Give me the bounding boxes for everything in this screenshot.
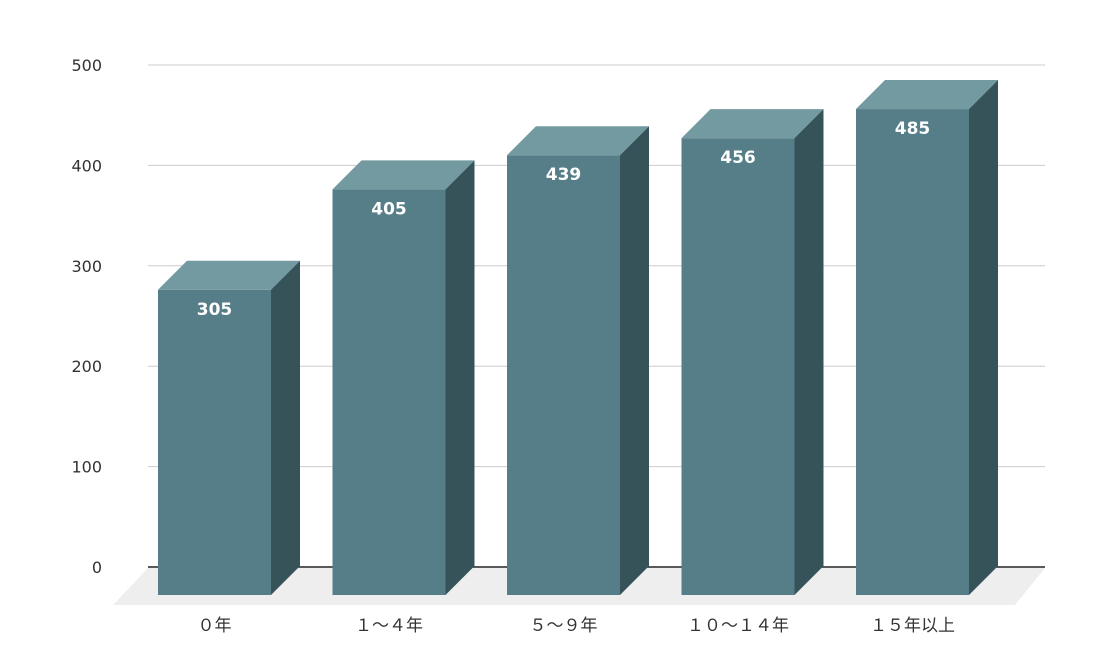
bar-top-face: [856, 80, 998, 110]
bar-front-face: [507, 155, 620, 595]
bar-side-face: [969, 80, 998, 595]
x-tick-label: １５年以上: [870, 616, 955, 636]
bar: 405: [332, 160, 475, 595]
y-tick-label: 0: [92, 558, 102, 577]
bar: 439: [507, 126, 649, 595]
x-axis-labels: ０年 １～４年 ５～９年 １０～１４年 １５年以上: [198, 616, 956, 636]
bar-value-label: 305: [197, 300, 233, 320]
bar-side-face: [445, 160, 475, 595]
bar-side-face: [794, 109, 824, 596]
bar-front-face: [158, 289, 271, 595]
bar-value-label: 405: [371, 199, 407, 219]
x-tick-label: １～４年: [355, 616, 423, 636]
bar: 305: [158, 260, 300, 595]
x-tick-label: ５～９年: [530, 616, 598, 636]
bar-top-face: [681, 109, 824, 139]
bar-side-face: [271, 260, 300, 595]
x-tick-label: １０～１４年: [687, 616, 789, 636]
bar-top-face: [507, 126, 649, 156]
bar: 485: [856, 80, 998, 595]
bar-value-label: 439: [546, 165, 582, 185]
bar-value-label: 485: [895, 119, 931, 139]
y-tick-label: 200: [71, 357, 102, 376]
x-tick-label: ０年: [198, 616, 232, 636]
bar-value-label: 456: [720, 148, 756, 168]
bar: 456: [681, 109, 824, 596]
bar-front-face: [332, 189, 446, 595]
bars: 305 405 439 456 485: [158, 80, 998, 596]
bar-top-face: [158, 260, 300, 290]
bar-front-face: [856, 109, 969, 595]
y-axis-ticks: 0 100 200 300 400 500: [71, 56, 102, 577]
y-tick-label: 300: [71, 257, 102, 276]
y-tick-label: 100: [71, 458, 102, 477]
bar-front-face: [681, 138, 795, 595]
bar-side-face: [620, 126, 649, 595]
y-tick-label: 500: [71, 56, 102, 75]
bar-top-face: [332, 160, 475, 190]
y-tick-label: 400: [71, 156, 102, 175]
